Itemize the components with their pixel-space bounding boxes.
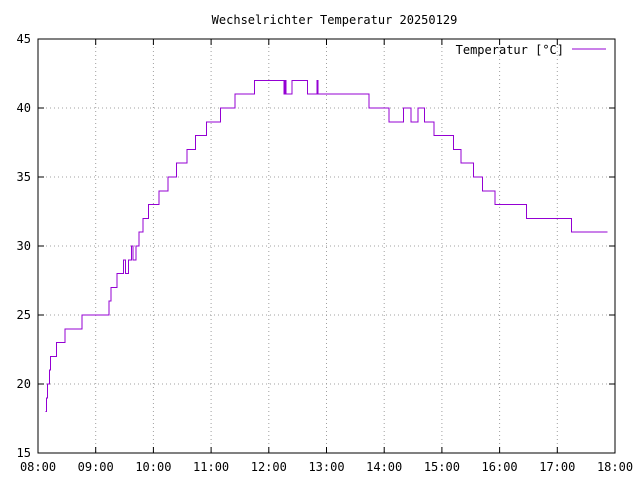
- y-tick-label: 25: [17, 308, 31, 322]
- y-tick-label: 45: [17, 32, 31, 46]
- tick-layer: [37, 38, 616, 454]
- chart-title: Wechselrichter Temperatur 20250129: [212, 13, 458, 27]
- y-tick-label: 15: [17, 446, 31, 460]
- series-line: [45, 79, 608, 413]
- series-layer: [45, 79, 608, 413]
- x-tick-label: 09:00: [78, 460, 114, 474]
- x-tick-label: 11:00: [193, 460, 229, 474]
- x-tick-label: 16:00: [482, 460, 518, 474]
- x-tick-label: 12:00: [251, 460, 287, 474]
- x-tick-label: 13:00: [308, 460, 344, 474]
- grid-layer: [38, 39, 615, 453]
- legend-label: Temperatur [°C]: [456, 43, 564, 57]
- x-tick-label: 18:00: [597, 460, 633, 474]
- x-tick-label: 08:00: [20, 460, 56, 474]
- x-tick-label: 17:00: [539, 460, 575, 474]
- x-tick-label: 14:00: [366, 460, 402, 474]
- y-tick-label: 30: [17, 239, 31, 253]
- legend: Temperatur [°C]: [456, 43, 606, 57]
- y-tick-label: 40: [17, 101, 31, 115]
- x-tick-label: 10:00: [135, 460, 171, 474]
- y-tick-label: 20: [17, 377, 31, 391]
- x-tick-label: 15:00: [424, 460, 460, 474]
- y-tick-label: 35: [17, 170, 31, 184]
- axis-labels: 15 20 25 30 35 40 45 08:00 09:00 10:00 11:00 12:00 1…: [17, 32, 634, 474]
